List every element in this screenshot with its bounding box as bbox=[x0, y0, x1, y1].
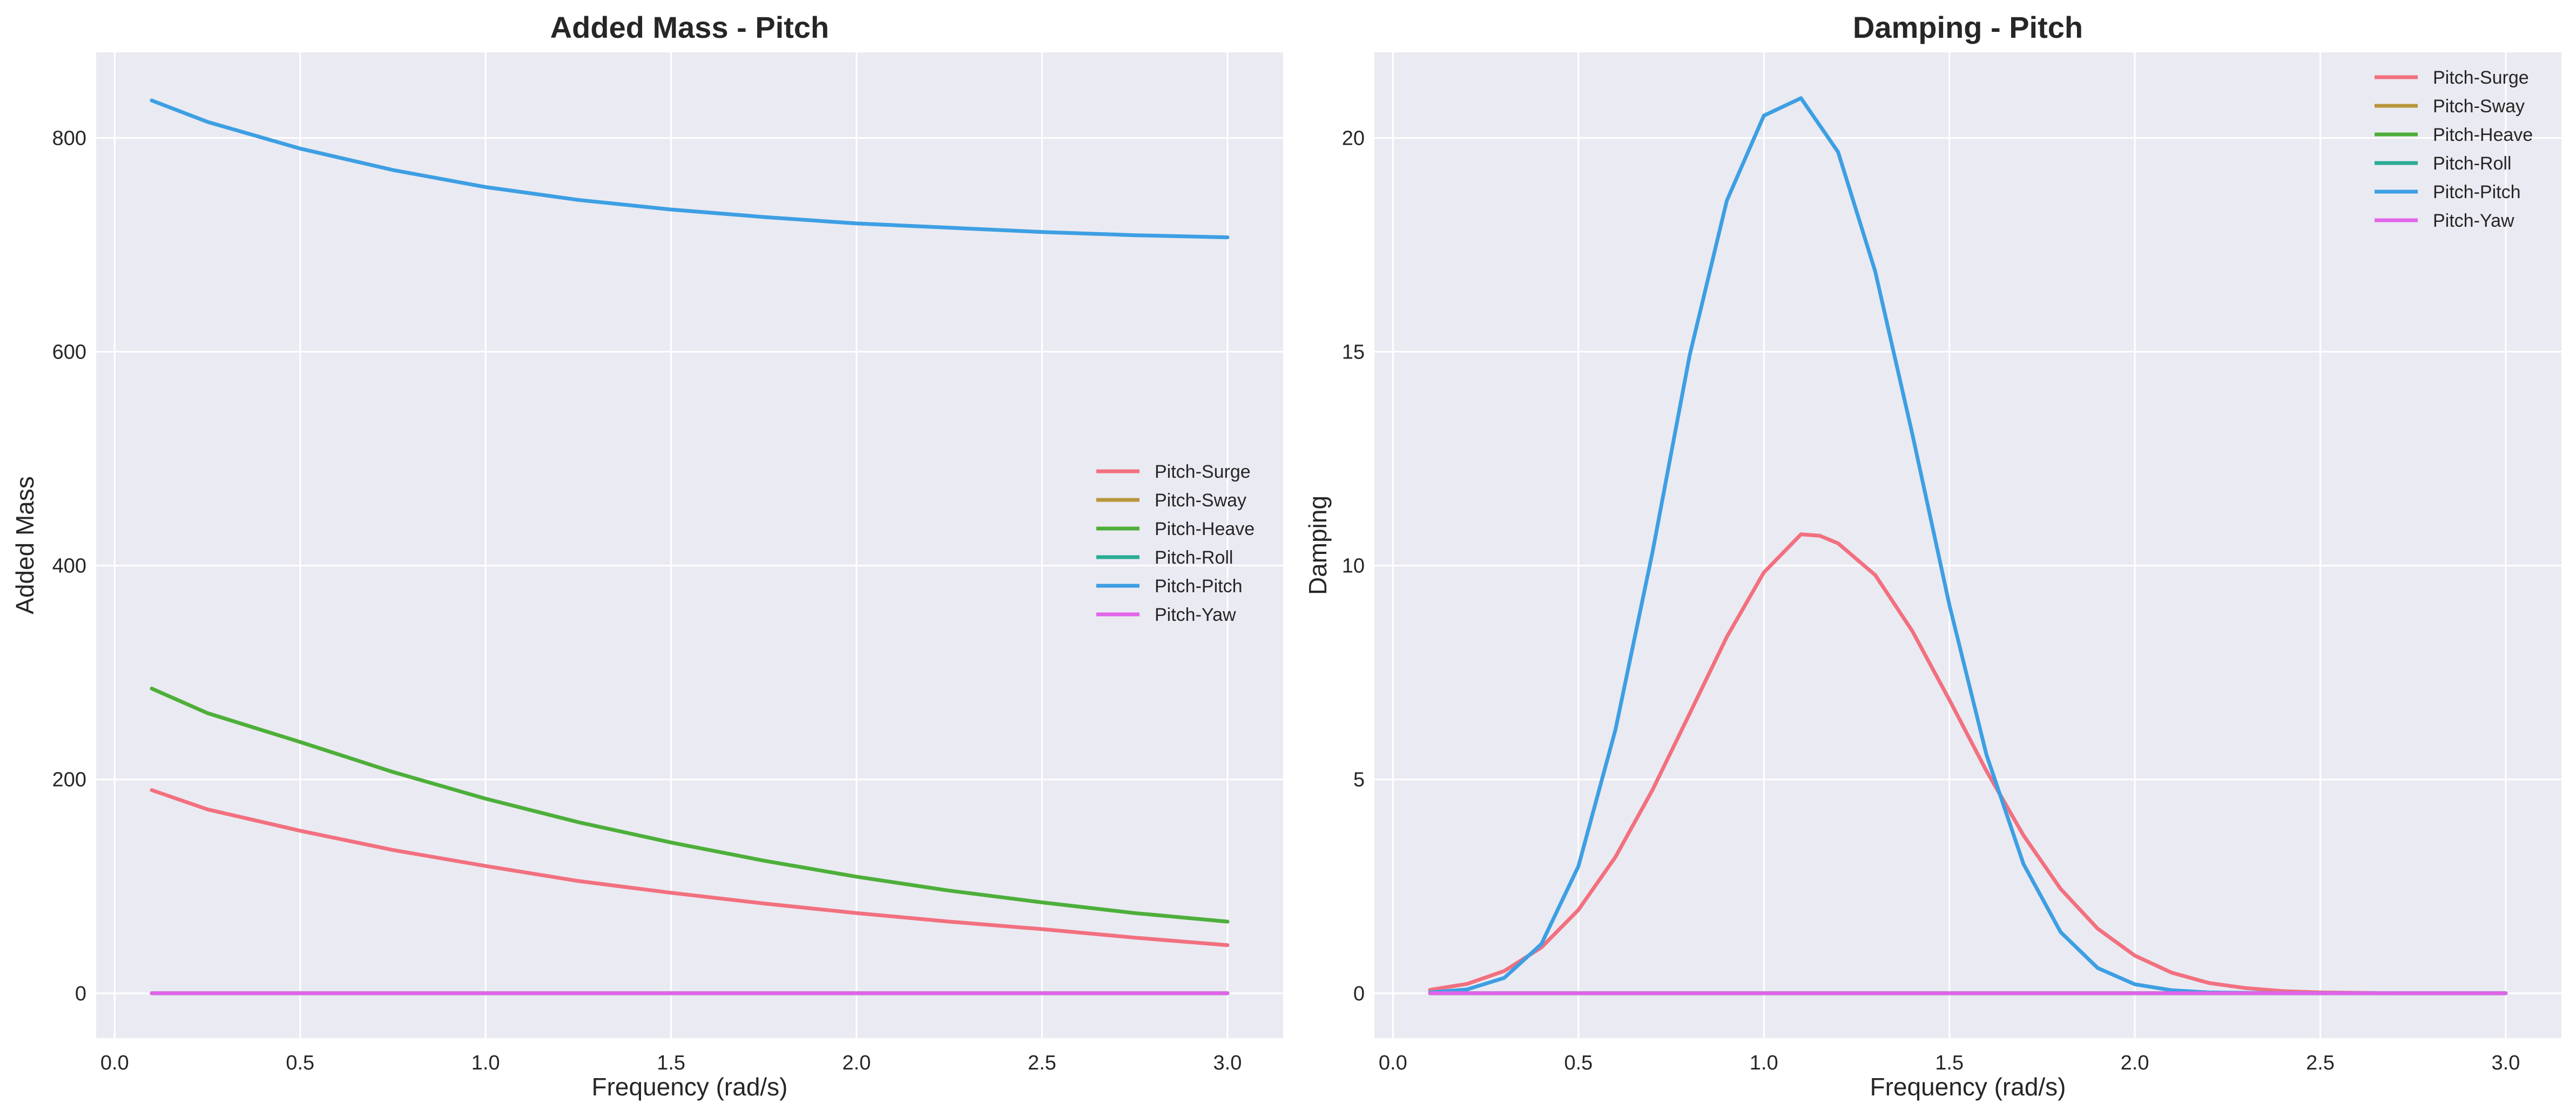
added-mass-xtick-label: 1.5 bbox=[657, 1052, 685, 1074]
added-mass-ylabel: Added Mass bbox=[11, 476, 39, 614]
damping-series-pitch-surge bbox=[1428, 532, 2508, 996]
added-mass-plot-area bbox=[96, 52, 1283, 1038]
added-mass-xtick-label: 3.0 bbox=[1213, 1052, 1242, 1074]
damping-ytick-label: 5 bbox=[1353, 769, 1365, 791]
added-mass-legend-label-pitch-pitch: Pitch-Pitch bbox=[1155, 576, 1243, 597]
damping-xticks: 0.0 0.5 1.0 1.5 2.0 2.5 3.0 bbox=[1379, 1052, 2520, 1074]
damping-legend-label-pitch-surge: Pitch-Surge bbox=[2433, 67, 2529, 88]
damping-ytick-label: 20 bbox=[1342, 127, 1365, 150]
damping-xtick-label: 0.5 bbox=[1564, 1052, 1593, 1074]
damping-yticks: 0 5 10 15 20 bbox=[1342, 127, 1365, 1005]
added-mass-xtick-label: 2.0 bbox=[842, 1052, 871, 1074]
damping-legend-label-pitch-pitch: Pitch-Pitch bbox=[2433, 182, 2521, 202]
added-mass-lines bbox=[150, 98, 1230, 996]
added-mass-series-pitch-pitch bbox=[150, 98, 1230, 240]
added-mass-xtick-label: 1.0 bbox=[471, 1052, 500, 1074]
damping-xlabel: Frequency (rad/s) bbox=[1870, 1073, 2066, 1101]
damping-title: Damping - Pitch bbox=[1853, 10, 2083, 44]
damping-xtick-label: 2.0 bbox=[2121, 1052, 2149, 1074]
added-mass-legend-label-pitch-heave: Pitch-Heave bbox=[1155, 519, 1255, 539]
damping-ytick-label: 0 bbox=[1353, 983, 1365, 1005]
damping-legend-label-pitch-yaw: Pitch-Yaw bbox=[2433, 211, 2514, 231]
damping-ytick-label: 10 bbox=[1342, 555, 1365, 578]
damping-ytick-label: 15 bbox=[1342, 341, 1365, 364]
added-mass-series-pitch-surge bbox=[150, 788, 1230, 947]
added-mass-xtick-label: 0.5 bbox=[286, 1052, 314, 1074]
added-mass-ytick-label: 400 bbox=[52, 555, 86, 578]
added-mass-legend-label-pitch-sway: Pitch-Sway bbox=[1155, 490, 1246, 511]
added-mass-legend-label-pitch-yaw: Pitch-Yaw bbox=[1155, 605, 1236, 625]
damping-lines bbox=[1428, 96, 2508, 996]
added-mass-ytick-label: 0 bbox=[75, 983, 86, 1005]
added-mass-title: Added Mass - Pitch bbox=[550, 10, 830, 44]
damping-xtick-label: 1.5 bbox=[1935, 1052, 1964, 1074]
damping-legend: Pitch-Surge Pitch-Sway Pitch-Heave Pitch-Ro… bbox=[2375, 67, 2533, 231]
damping-legend-label-pitch-sway: Pitch-Sway bbox=[2433, 96, 2525, 117]
added-mass-ytick-label: 800 bbox=[52, 127, 86, 150]
damping-xtick-label: 0.0 bbox=[1379, 1052, 1407, 1074]
damping-panel: 0.0 0.5 1.0 1.5 2.0 2.5 3.0 0 5 10 15 20 Damping -… bbox=[1304, 10, 2561, 1101]
added-mass-xlabel: Frequency (rad/s) bbox=[591, 1073, 787, 1101]
added-mass-ytick-label: 200 bbox=[52, 769, 86, 791]
damping-legend-label-pitch-heave: Pitch-Heave bbox=[2433, 125, 2533, 145]
added-mass-legend: Pitch-Surge Pitch-Sway Pitch-Heave Pitch-Ro… bbox=[1096, 462, 1255, 625]
damping-legend-label-pitch-roll: Pitch-Roll bbox=[2433, 153, 2511, 174]
damping-plot-area bbox=[1374, 52, 2561, 1038]
damping-xtick-label: 1.0 bbox=[1750, 1052, 1778, 1074]
added-mass-xticks: 0.0 0.5 1.0 1.5 2.0 2.5 3.0 bbox=[100, 1052, 1242, 1074]
added-mass-legend-label-pitch-roll: Pitch-Roll bbox=[1155, 547, 1233, 568]
added-mass-legend-label-pitch-surge: Pitch-Surge bbox=[1155, 462, 1251, 482]
added-mass-yticks: 0 200 400 600 800 bbox=[52, 127, 86, 1005]
damping-ylabel: Damping bbox=[1304, 496, 1332, 595]
added-mass-panel: 0.0 0.5 1.0 1.5 2.0 2.5 3.0 0 200 400 600 800 Adde… bbox=[11, 10, 1283, 1101]
added-mass-xtick-label: 2.5 bbox=[1028, 1052, 1056, 1074]
damping-series-pitch-pitch bbox=[1428, 96, 2508, 996]
added-mass-series-pitch-heave bbox=[150, 686, 1230, 924]
damping-xtick-label: 2.5 bbox=[2306, 1052, 2335, 1074]
added-mass-ytick-label: 600 bbox=[52, 341, 86, 364]
added-mass-xtick-label: 0.0 bbox=[100, 1052, 129, 1074]
damping-xtick-label: 3.0 bbox=[2492, 1052, 2520, 1074]
